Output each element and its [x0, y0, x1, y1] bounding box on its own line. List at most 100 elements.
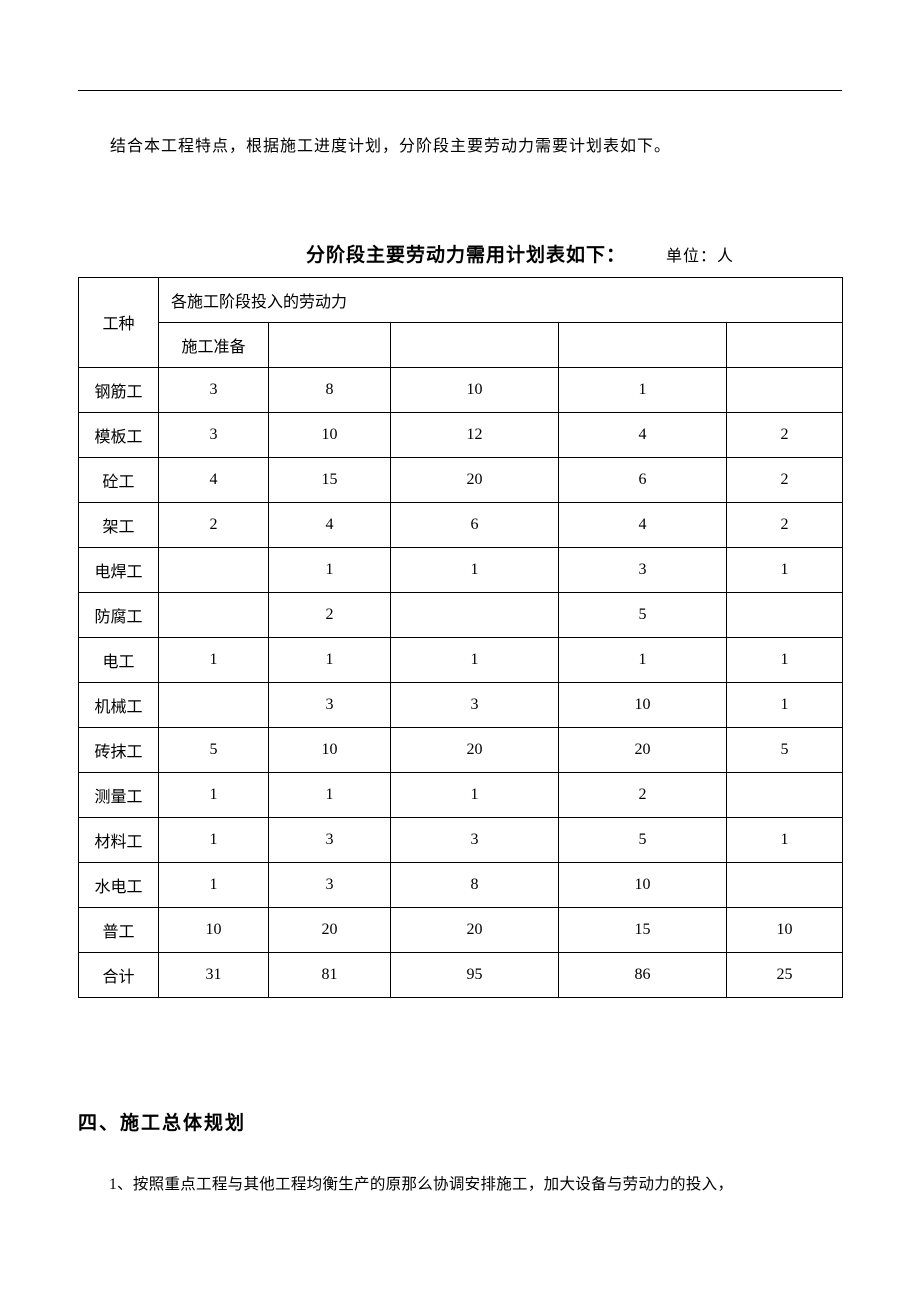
cell-value: 1: [559, 367, 727, 412]
cell-value: [727, 592, 843, 637]
cell-value: 1: [269, 547, 391, 592]
table-row: 电工11111: [79, 637, 843, 682]
cell-value: 10: [269, 727, 391, 772]
cell-value: 6: [559, 457, 727, 502]
cell-value: [159, 547, 269, 592]
cell-value: [159, 682, 269, 727]
cell-value: [159, 592, 269, 637]
cell-value: 95: [391, 952, 559, 997]
cell-value: 3: [159, 412, 269, 457]
cell-value: 10: [269, 412, 391, 457]
header-phase-4: [727, 322, 843, 367]
cell-value: 5: [727, 727, 843, 772]
cell-value: 20: [391, 457, 559, 502]
cell-value: 3: [559, 547, 727, 592]
cell-value: 4: [159, 457, 269, 502]
cell-value: 86: [559, 952, 727, 997]
table-unit-label: 单位：人: [666, 242, 734, 266]
cell-value: 10: [559, 682, 727, 727]
cell-value: 8: [391, 862, 559, 907]
intro-paragraph: 结合本工程特点，根据施工进度计划，分阶段主要劳动力需要计划表如下。: [78, 133, 842, 162]
cell-value: 1: [391, 547, 559, 592]
cell-value: 15: [269, 457, 391, 502]
cell-value: 1: [391, 772, 559, 817]
table-row: 电焊工1131: [79, 547, 843, 592]
cell-value: 12: [391, 412, 559, 457]
cell-value: 3: [269, 817, 391, 862]
table-row: 材料工13351: [79, 817, 843, 862]
cell-value: 5: [559, 817, 727, 862]
table-row: 普工1020201510: [79, 907, 843, 952]
cell-value: 3: [269, 862, 391, 907]
cell-value: 8: [269, 367, 391, 412]
cell-value: 20: [391, 907, 559, 952]
table-title-row: 分阶段主要劳动力需用计划表如下： 单位：人: [78, 240, 842, 267]
table-row: 砼工4152062: [79, 457, 843, 502]
cell-value: 1: [727, 547, 843, 592]
table-row: 测量工1112: [79, 772, 843, 817]
cell-value: 1: [391, 637, 559, 682]
cell-value: 3: [391, 682, 559, 727]
table-row: 架工24642: [79, 502, 843, 547]
cell-value: 1: [159, 637, 269, 682]
table-row: 防腐工 2 5: [79, 592, 843, 637]
cell-value: 20: [391, 727, 559, 772]
cell-work-type: 砼工: [79, 457, 159, 502]
cell-work-type: 防腐工: [79, 592, 159, 637]
table-title: 分阶段主要劳动力需用计划表如下：: [306, 240, 626, 267]
cell-value: 2: [269, 592, 391, 637]
header-phase-0: 施工准备: [159, 322, 269, 367]
header-phase-2: [391, 322, 559, 367]
cell-value: 2: [559, 772, 727, 817]
table-row: 水电工13810: [79, 862, 843, 907]
cell-value: 1: [269, 637, 391, 682]
cell-value: 2: [727, 412, 843, 457]
table-row: 砖抹工51020205: [79, 727, 843, 772]
header-work-type: 工种: [79, 277, 159, 367]
cell-work-type: 机械工: [79, 682, 159, 727]
cell-value: 1: [727, 637, 843, 682]
header-phase-1: [269, 322, 391, 367]
cell-work-type: 测量工: [79, 772, 159, 817]
labor-plan-table: 工种 各施工阶段投入的劳动力 施工准备 钢筋工38101模板工3101242砼工…: [78, 277, 843, 998]
horizontal-rule: [78, 90, 842, 91]
cell-work-type: 电焊工: [79, 547, 159, 592]
cell-value: 3: [391, 817, 559, 862]
table-row: 钢筋工38101: [79, 367, 843, 412]
section-4-heading: 四、施工总体规划: [78, 1108, 842, 1135]
cell-value: 2: [727, 502, 843, 547]
cell-value: 3: [159, 367, 269, 412]
table-row: 模板工3101242: [79, 412, 843, 457]
cell-value: 5: [559, 592, 727, 637]
cell-work-type: 架工: [79, 502, 159, 547]
cell-work-type: 砖抹工: [79, 727, 159, 772]
cell-work-type: 材料工: [79, 817, 159, 862]
table-row: 机械工33101: [79, 682, 843, 727]
cell-value: 25: [727, 952, 843, 997]
cell-value: 1: [159, 817, 269, 862]
cell-value: 2: [159, 502, 269, 547]
cell-value: 5: [159, 727, 269, 772]
cell-value: 10: [159, 907, 269, 952]
cell-value: 10: [391, 367, 559, 412]
cell-value: 6: [391, 502, 559, 547]
cell-value: 4: [559, 412, 727, 457]
cell-work-type: 合计: [79, 952, 159, 997]
cell-value: 1: [159, 772, 269, 817]
table-header-row-1: 工种 各施工阶段投入的劳动力: [79, 277, 843, 322]
cell-value: 1: [559, 637, 727, 682]
cell-value: [727, 367, 843, 412]
cell-work-type: 钢筋工: [79, 367, 159, 412]
table-row: 合计3181958625: [79, 952, 843, 997]
cell-value: [727, 772, 843, 817]
cell-value: 1: [727, 817, 843, 862]
cell-value: 1: [159, 862, 269, 907]
cell-value: 20: [559, 727, 727, 772]
cell-value: 2: [727, 457, 843, 502]
cell-value: 10: [559, 862, 727, 907]
cell-work-type: 普工: [79, 907, 159, 952]
cell-value: 15: [559, 907, 727, 952]
table-header-row-2: 施工准备: [79, 322, 843, 367]
cell-value: 31: [159, 952, 269, 997]
cell-value: [727, 862, 843, 907]
